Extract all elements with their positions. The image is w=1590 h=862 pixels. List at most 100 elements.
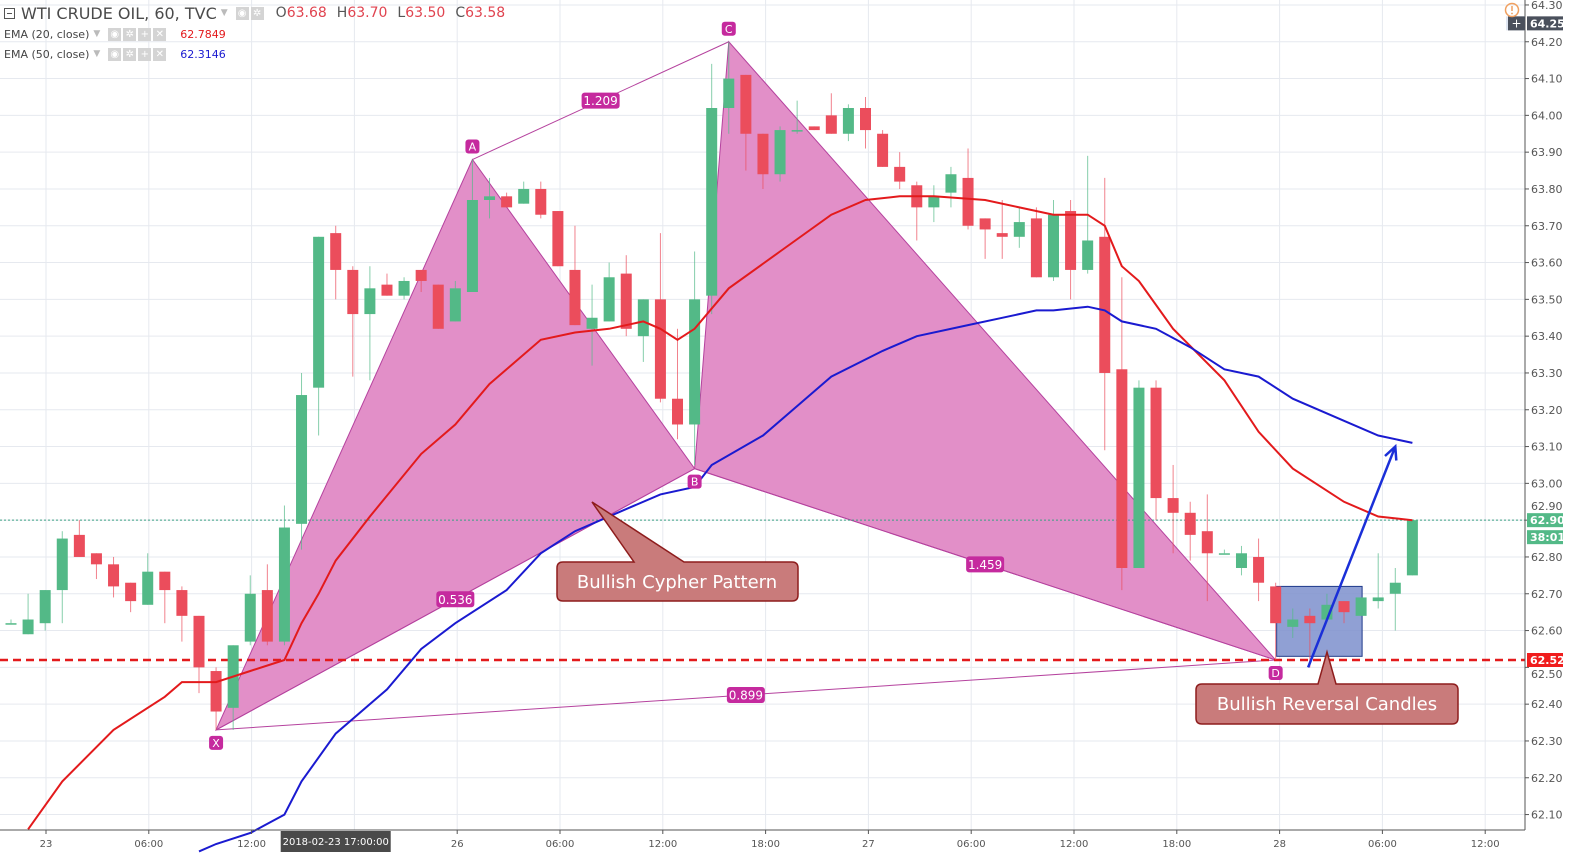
candle [398, 277, 410, 300]
price-tick-label: 62.50 [1531, 668, 1563, 681]
support-line-group [0, 519, 1525, 662]
candle-body [1355, 597, 1367, 616]
cypher-callout[interactable]: Bullish Cypher Pattern [556, 501, 799, 602]
candle [1389, 568, 1401, 631]
candle [740, 74, 752, 171]
time-axis[interactable]: 23 06:00 12:00 26 06:00 12:00 18:00 27 06:00 12:0… [0, 829, 1525, 852]
arrow-head-icon [1384, 443, 1398, 461]
candle-body [1270, 586, 1282, 624]
high-label: H [336, 5, 348, 21]
symbol-title[interactable]: WTI CRUDE OIL, 60, TVC [21, 3, 217, 23]
candle [159, 571, 171, 624]
candle [877, 130, 889, 167]
candle [552, 211, 564, 267]
eye-icon[interactable]: ◉ [108, 27, 122, 41]
price-tick-label: 62.80 [1531, 551, 1563, 564]
candle-body [159, 571, 171, 591]
candle [518, 181, 530, 204]
candle-body [1099, 236, 1111, 373]
plus-icon[interactable]: + [138, 47, 152, 61]
price-axis[interactable]: 62.10 62.20 62.30 62.40 62.50 62.60 62.70 62.80… [1506, 0, 1590, 862]
chevron-down-icon[interactable]: ▼ [93, 29, 101, 39]
price-tick-label: 64.10 [1531, 73, 1563, 86]
candle-body [928, 196, 940, 208]
candle-body [330, 233, 342, 270]
candle [689, 251, 701, 465]
eye-icon[interactable]: ◉ [108, 47, 122, 61]
ema50-row: EMA (50, close) ▼ ◉ ✲ + ✕ 62.3146 [4, 44, 505, 64]
open-value: 63.68 [286, 5, 327, 21]
candle [586, 284, 598, 366]
candle-body [296, 395, 308, 524]
ratio-value: 0.536 [438, 593, 472, 607]
plus-icon[interactable]: + [1511, 16, 1521, 30]
candle [466, 159, 478, 292]
time-tick-label: 12:00 [648, 839, 677, 850]
countdown-label-bg [1527, 530, 1563, 545]
time-tick-label: 06:00 [957, 839, 986, 850]
chevron-down-icon[interactable]: ▼ [93, 49, 101, 59]
candle [791, 100, 803, 134]
candle [1184, 501, 1196, 561]
candle-body [620, 273, 632, 329]
plus-icon[interactable]: + [138, 27, 152, 41]
gear-icon[interactable]: ✲ [250, 6, 264, 20]
gear-icon[interactable]: ✲ [123, 27, 137, 41]
candle [1167, 464, 1179, 554]
time-tick-label: 12:00 [237, 839, 266, 850]
ema50-name[interactable]: EMA (50, close) [4, 47, 90, 61]
candle-body [1082, 240, 1094, 270]
candle-body [364, 288, 376, 315]
candle-body [432, 284, 444, 329]
price-axis-bg [1525, 0, 1590, 862]
candle [364, 266, 376, 381]
point-label-b: B [691, 476, 699, 489]
candle-body [1150, 387, 1162, 499]
candle [1253, 538, 1265, 602]
chevron-down-icon[interactable]: ▼ [220, 8, 228, 18]
candle-body [1389, 582, 1401, 594]
candle [432, 284, 444, 329]
gear-icon[interactable]: ✲ [123, 47, 137, 61]
candle-body [398, 280, 410, 296]
candle-body [1030, 218, 1042, 278]
candle-body [484, 196, 496, 200]
add-button[interactable] [1508, 16, 1525, 31]
candle [620, 255, 632, 337]
candle [210, 667, 222, 730]
point-badge-b [687, 474, 702, 489]
candle [296, 372, 308, 550]
eye-icon[interactable]: ◉ [235, 6, 249, 20]
candle-body [894, 166, 906, 182]
close-icon[interactable]: ✕ [153, 27, 167, 41]
close-icon[interactable]: ✕ [153, 47, 167, 61]
candle [1099, 177, 1111, 451]
candle [1150, 380, 1162, 521]
candle [1287, 608, 1299, 638]
candle-body [1047, 214, 1059, 278]
candle-body [313, 236, 325, 388]
candle [1201, 494, 1213, 602]
candle-body [1201, 531, 1213, 554]
candle-body [962, 177, 974, 226]
alert-icon[interactable] [1504, 2, 1520, 18]
ema-lines [27, 195, 1413, 853]
ema20-name[interactable]: EMA (20, close) [4, 27, 90, 41]
point-label-x: X [212, 737, 220, 750]
candle-body [278, 527, 290, 642]
price-tick-label: 63.00 [1531, 477, 1563, 490]
candle [5, 619, 17, 625]
trend-arrow[interactable] [1306, 446, 1397, 668]
high-value: 63.70 [347, 5, 388, 21]
candle-body [1253, 556, 1265, 583]
reversal-callout[interactable]: Bullish Reversal Candles [1195, 649, 1459, 725]
collapse-icon[interactable] [4, 7, 15, 19]
candle-body [1406, 520, 1418, 576]
cypher-callout-shape [556, 501, 799, 602]
candle-body [210, 671, 222, 712]
xab-triangle[interactable] [215, 158, 696, 732]
time-tick-label: 12:00 [1060, 839, 1089, 850]
reversal-callout-text: Bullish Reversal Candles [1217, 694, 1437, 715]
arrow-group[interactable] [1306, 443, 1398, 668]
